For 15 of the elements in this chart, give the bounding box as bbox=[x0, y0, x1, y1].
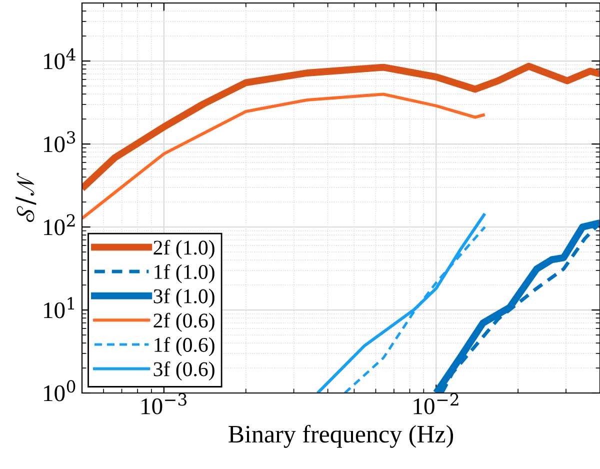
y-tick-label: 10$^{3}$ bbox=[44, 131, 76, 152]
x-tick-label: 10$^{−3}$ bbox=[142, 393, 186, 414]
x-axis-title: Binary frequency (Hz) bbox=[228, 424, 454, 448]
legend-label: 1f (0.6) bbox=[154, 337, 214, 356]
legend-label: 3f (0.6) bbox=[154, 361, 214, 380]
y-axis-title: 𝒮/𝒩 bbox=[16, 172, 36, 222]
y-tick-label: 10$^{0}$ bbox=[44, 380, 76, 402]
legend-label: 2f (0.6) bbox=[154, 312, 214, 332]
legend-label: 1f (1.0) bbox=[154, 264, 214, 284]
y-tick-label: 10$^{4}$ bbox=[44, 48, 76, 70]
y-tick-label: 10$^{1}$ bbox=[44, 297, 74, 318]
legend-label: 2f (1.0) bbox=[154, 240, 214, 259]
legend-label: 3f (1.0) bbox=[154, 288, 214, 308]
x-tick-label: 10$^{−2}$ bbox=[414, 393, 458, 414]
y-tick-label: 10$^{2}$ bbox=[44, 214, 75, 236]
